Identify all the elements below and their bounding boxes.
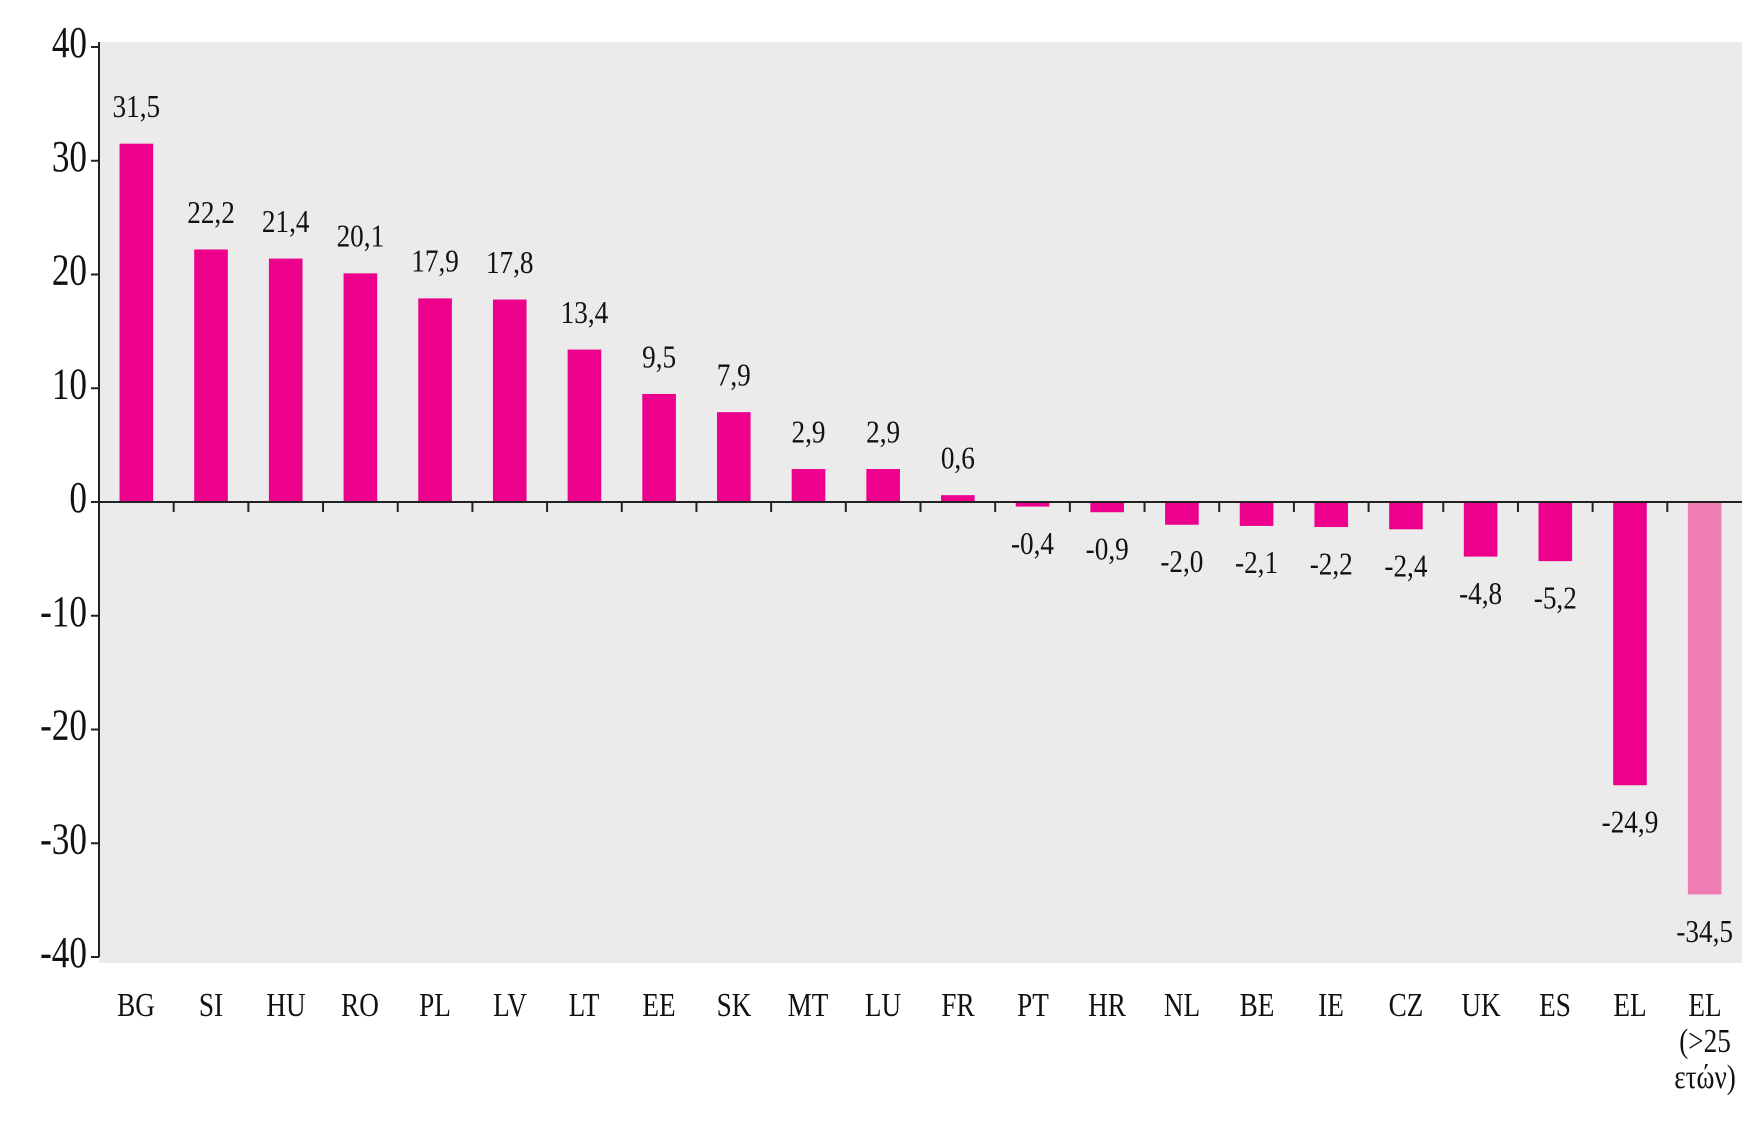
- y-tick-label: -10: [40, 586, 87, 636]
- x-tick-label: UK: [1460, 987, 1501, 1024]
- y-tick-label: 0: [69, 472, 87, 522]
- value-label: 2,9: [866, 415, 900, 449]
- bar: [268, 258, 303, 502]
- x-tick-label: MT: [788, 987, 829, 1024]
- bar: [119, 143, 154, 502]
- x-tick-label: LT: [569, 987, 600, 1024]
- value-label: 20,1: [337, 220, 385, 254]
- x-tick-label: LU: [865, 987, 902, 1024]
- bar: [716, 412, 751, 502]
- y-tick-label: -20: [40, 700, 87, 750]
- bar: [343, 273, 378, 502]
- y-tick-label: 20: [52, 245, 87, 295]
- bar: [1239, 502, 1274, 526]
- bar: [941, 495, 975, 502]
- x-tick-label: BG: [117, 987, 156, 1024]
- value-label: -0,4: [1011, 527, 1054, 561]
- value-label: -0,9: [1086, 533, 1129, 567]
- x-tick-label: IE: [1318, 987, 1345, 1024]
- value-label: 13,4: [561, 296, 609, 330]
- bar: [866, 469, 900, 502]
- value-label: -4,8: [1459, 577, 1502, 611]
- value-label: 0,6: [941, 442, 975, 476]
- value-label: -34,5: [1676, 915, 1733, 949]
- bar: [791, 469, 826, 502]
- bar: [642, 393, 676, 502]
- x-tick-label: LV: [492, 987, 527, 1024]
- x-tick-label: HU: [266, 987, 306, 1024]
- value-label: 21,4: [262, 205, 310, 239]
- x-tick-label: ES: [1539, 987, 1572, 1024]
- bar: [1165, 502, 1199, 525]
- x-tick-label: PL: [419, 987, 451, 1024]
- value-label: -5,2: [1534, 582, 1577, 616]
- bar: [1613, 502, 1647, 786]
- bar: [1463, 502, 1498, 557]
- bar: [1538, 502, 1573, 562]
- value-label: 17,8: [486, 246, 534, 280]
- y-tick-label: 30: [52, 131, 87, 181]
- x-tick-label: CZ: [1388, 987, 1424, 1024]
- bar: [492, 299, 527, 502]
- x-tick-label: RO: [341, 987, 380, 1024]
- bar: [1389, 502, 1423, 530]
- x-tick-label: EL: [1613, 987, 1647, 1024]
- x-tick-label: SK: [716, 987, 752, 1024]
- value-label: 17,9: [411, 245, 459, 279]
- value-label: 22,2: [187, 196, 235, 230]
- bar: [567, 349, 602, 502]
- value-label: -2,1: [1235, 546, 1278, 580]
- y-tick-label: 10: [52, 359, 87, 409]
- bar: [194, 249, 228, 502]
- value-label: -2,0: [1160, 545, 1203, 579]
- bar: [1687, 502, 1722, 895]
- value-label: -2,2: [1310, 547, 1353, 581]
- x-tick-label: BE: [1239, 987, 1274, 1024]
- value-label: 7,9: [717, 359, 751, 393]
- x-tick-label: EE: [642, 987, 676, 1024]
- value-label: 31,5: [113, 90, 161, 124]
- bar: [1314, 502, 1349, 528]
- x-tick-label: SI: [198, 987, 224, 1024]
- y-tick-label: -40: [40, 927, 87, 977]
- bar: [1090, 502, 1125, 513]
- value-label: 2,9: [791, 415, 825, 449]
- x-tick-label: PT: [1016, 987, 1049, 1024]
- bar: [418, 298, 452, 502]
- x-tick-label: FR: [941, 987, 975, 1024]
- x-tick-label: EL (>25 ετών): [1673, 987, 1736, 1096]
- value-label: 9,5: [642, 340, 676, 374]
- bar: [1015, 502, 1050, 507]
- x-tick-label: HR: [1088, 987, 1127, 1024]
- value-label: -24,9: [1602, 806, 1659, 840]
- value-label: -2,4: [1384, 550, 1427, 584]
- y-tick-label: 40: [52, 17, 87, 67]
- x-tick-label: NL: [1163, 987, 1200, 1024]
- y-tick-label: -30: [40, 814, 87, 864]
